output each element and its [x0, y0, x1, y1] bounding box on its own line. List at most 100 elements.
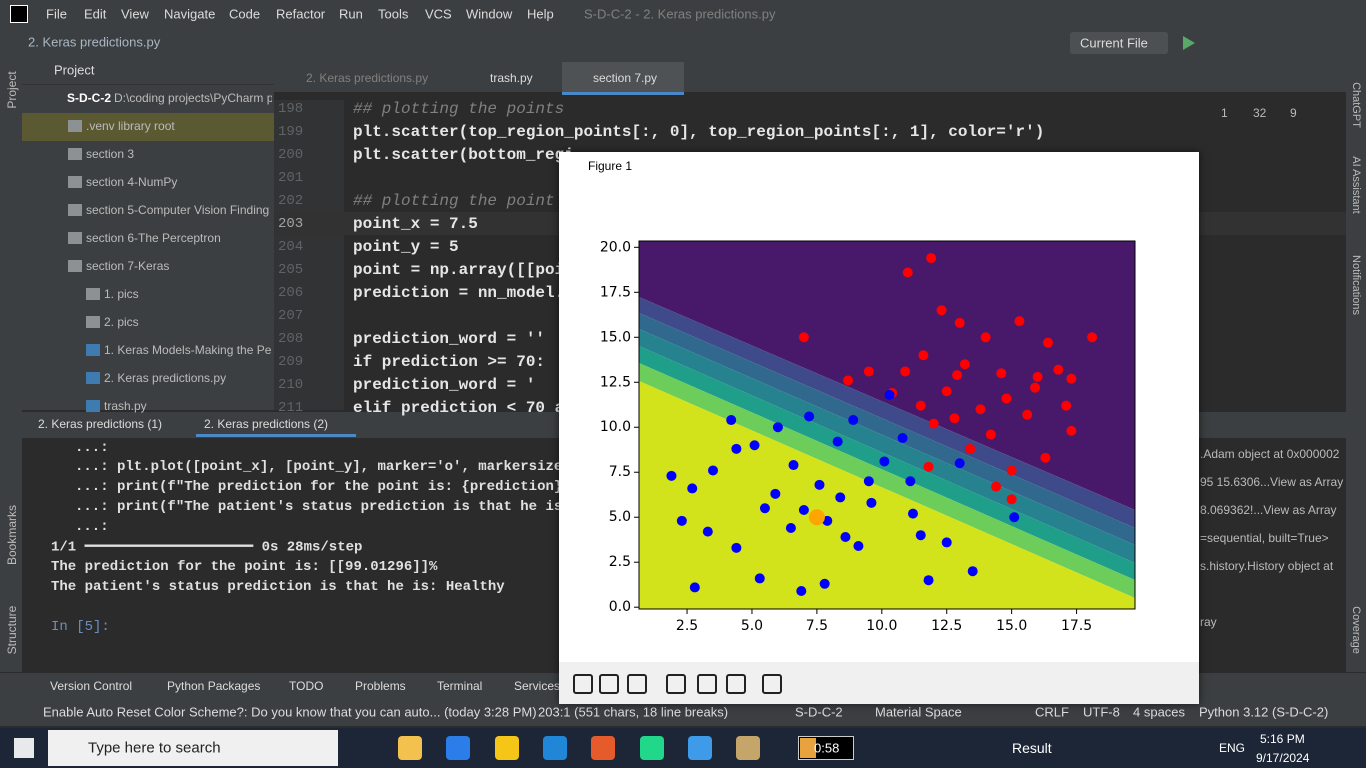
side-tab[interactable]: Structure	[5, 605, 19, 655]
line-number: 204	[278, 239, 304, 255]
editor-tab[interactable]: trash.py	[490, 71, 533, 85]
point	[840, 532, 851, 543]
line-number: 199	[278, 124, 304, 140]
point	[726, 415, 737, 426]
decision-region	[639, 329, 1135, 563]
menu-item[interactable]: VCS	[425, 6, 452, 22]
tree-item[interactable]: 2. Keras predictions.py	[104, 371, 227, 385]
side-tab[interactable]: Bookmarks	[5, 504, 19, 566]
menu-item[interactable]: Edit	[84, 6, 107, 22]
tool-tab[interactable]: Problems	[355, 679, 406, 693]
timer: 0:58	[814, 740, 840, 756]
editor-tab[interactable]: section 7.py	[593, 71, 658, 85]
run-tab[interactable]: 2. Keras predictions (2)	[204, 417, 329, 431]
variable-value: 95 15.6306...View as Array	[1200, 475, 1344, 489]
line-number: 201	[278, 170, 304, 186]
menu-item[interactable]: View	[121, 6, 149, 22]
tool-tab[interactable]: Services	[514, 679, 561, 693]
selected-row	[22, 113, 274, 141]
point	[863, 476, 874, 487]
tool-tab[interactable]: Terminal	[437, 679, 483, 693]
tool-tab[interactable]: TODO	[289, 679, 324, 693]
menu-item[interactable]: Code	[229, 6, 261, 22]
tree-item[interactable]: trash.py	[104, 399, 147, 413]
tool-tab[interactable]: Version Control	[50, 679, 133, 693]
side-tab[interactable]: ChatGPT	[1350, 82, 1362, 128]
tree-item[interactable]: 1. Keras Models-Making the Pe	[104, 343, 272, 357]
status-item[interactable]: Python 3.12 (S-D-C-2)	[1199, 704, 1329, 720]
status-item[interactable]: S-D-C-2	[795, 704, 843, 720]
line-number: 208	[278, 331, 304, 347]
menu-item[interactable]: Refactor	[276, 6, 326, 22]
point	[996, 368, 1007, 379]
menu-item[interactable]: Window	[466, 6, 513, 22]
point	[965, 443, 976, 454]
side-tab[interactable]: Project	[5, 71, 19, 109]
taskbar-icon	[446, 736, 470, 760]
side-tab[interactable]: AI Assistant	[1350, 156, 1362, 214]
editor-tab[interactable]: 2. Keras predictions.py	[306, 71, 429, 85]
decision-region	[639, 313, 1135, 545]
decision-region	[639, 381, 1135, 609]
point	[814, 479, 825, 490]
tree-item[interactable]: 1. pics	[104, 287, 139, 301]
toolbar-button	[599, 674, 619, 694]
point	[905, 476, 916, 487]
x-tick-label: 2.5	[676, 618, 698, 634]
taskbar-icon	[688, 736, 712, 760]
line-number: 202	[278, 193, 304, 209]
tree-item[interactable]: section 6-The Perceptron	[86, 231, 221, 245]
point	[1087, 332, 1098, 343]
point	[884, 389, 895, 400]
run-config-label[interactable]: Current File	[1080, 35, 1148, 51]
point	[866, 497, 877, 508]
line-number: 203	[278, 216, 304, 232]
status-item[interactable]: 4 spaces	[1133, 704, 1186, 720]
point	[819, 578, 830, 589]
point	[985, 429, 996, 440]
project-header	[22, 58, 274, 85]
tree-item[interactable]: .venv library root	[86, 119, 175, 133]
gutter	[274, 100, 344, 410]
tool-tab[interactable]: Python Packages	[167, 679, 261, 693]
run-tab[interactable]: 2. Keras predictions (1)	[38, 417, 163, 431]
taskbar-app: Result	[1012, 740, 1052, 756]
status-item[interactable]: CRLF	[1035, 704, 1069, 720]
point	[798, 505, 809, 516]
status-item[interactable]: UTF-8	[1083, 704, 1120, 720]
search-box	[48, 730, 338, 766]
tree-item[interactable]: section 4-NumPy	[86, 175, 178, 189]
point	[798, 332, 809, 343]
menu-item[interactable]: Run	[339, 6, 363, 22]
point	[980, 332, 991, 343]
point	[907, 508, 918, 519]
status-item[interactable]: Material Space	[875, 704, 962, 720]
menu-item[interactable]: Help	[527, 6, 554, 22]
breadcrumb: 2. Keras predictions.py	[28, 34, 161, 50]
point	[843, 375, 854, 386]
menu-item[interactable]: Tools	[378, 6, 409, 22]
menu-item[interactable]: Navigate	[164, 6, 216, 22]
folder-icon	[86, 316, 100, 328]
point	[1040, 452, 1051, 463]
logo	[10, 5, 28, 23]
code-line: prediction = nn_model.p	[353, 284, 574, 302]
tree-item[interactable]: section 7-Keras	[86, 259, 170, 273]
chart: 2.5 5.0 7.5 10.0 12.5 15.0 17.5 0.0 2.5 5.0 7.5 10.…	[600, 239, 1136, 634]
side-tab[interactable]: Notifications	[1350, 255, 1362, 315]
tree-item[interactable]: 2. pics	[104, 315, 139, 329]
taskbar-icon	[543, 736, 567, 760]
taskbar-icon	[398, 736, 422, 760]
plot-frame	[638, 240, 1136, 610]
tree-item[interactable]: section 3	[86, 147, 135, 161]
side-tab[interactable]: Coverage	[1350, 606, 1362, 654]
point	[1053, 364, 1064, 375]
taskbar-icon	[591, 736, 615, 760]
point	[702, 526, 713, 537]
taskbar-icon	[736, 736, 760, 760]
menu-item[interactable]: File	[46, 6, 67, 22]
point	[954, 458, 965, 469]
line-number: 206	[278, 285, 304, 301]
toolbar-button	[573, 674, 593, 694]
tree-item[interactable]: section 5-Computer Vision Finding	[86, 203, 270, 217]
